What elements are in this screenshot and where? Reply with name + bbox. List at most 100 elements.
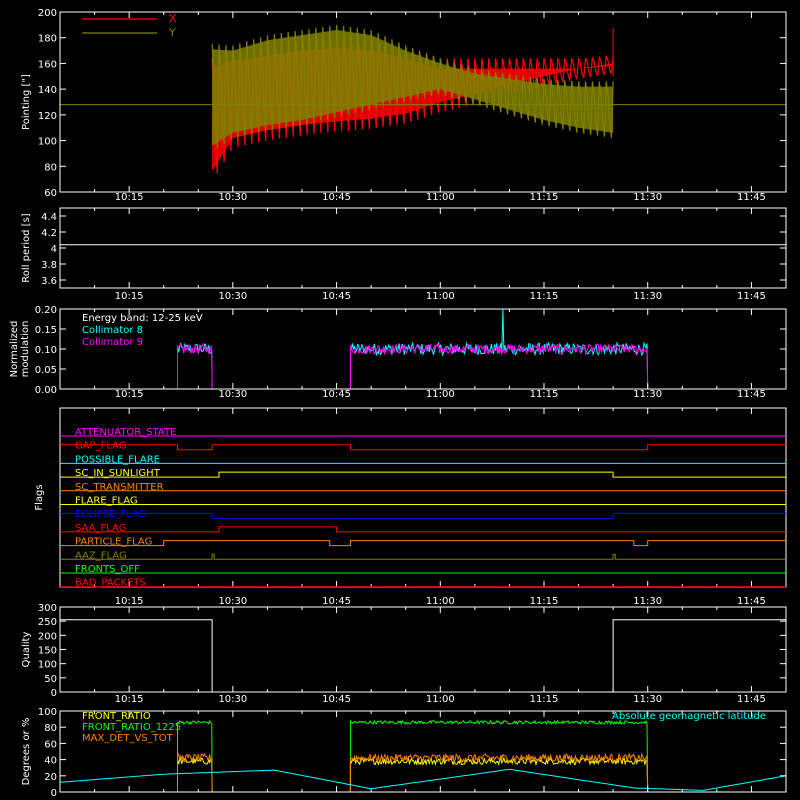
flags-xtick-label: 10:30: [218, 596, 247, 607]
flag-line-particle-flag: [60, 540, 786, 547]
roll-xtick-label: 11:00: [426, 291, 455, 302]
modulation-xtick-label: 10:30: [218, 389, 247, 400]
flags-xtick-label: 11:15: [530, 596, 559, 607]
quality-ytick-label: 150: [38, 646, 57, 657]
roll-ytick-label: 3.8: [41, 260, 57, 271]
quality-ytick-label: 0: [51, 688, 57, 699]
quality-xtick-label: 11:45: [737, 694, 766, 705]
pointing-legend-label-y: Y: [168, 26, 176, 39]
pointing-xtick-label: 11:15: [530, 192, 559, 203]
roll-ytick-label: 3.6: [41, 276, 57, 287]
flags-xtick-label: 11:45: [737, 596, 766, 607]
ratios-series-max-det-vs-tot: [177, 752, 649, 792]
flag-label-gap-flag: GAP_FLAG: [75, 441, 127, 452]
pointing-ytick-label: 160: [38, 59, 57, 70]
pointing-ytick-label: 80: [44, 162, 57, 173]
roll-xtick-label: 11:15: [530, 291, 559, 302]
pointing-ytick-label: 180: [38, 34, 57, 45]
modulation-xtick-label: 11:45: [737, 389, 766, 400]
pointing-xtick-label: 10:15: [115, 192, 144, 203]
pointing-panel: 10:15 10:30 10:45 11:00 11:15 11:30 11:45 60 80 1…: [21, 8, 787, 203]
modulation-series-8: [60, 308, 786, 390]
modulation-xtick-label: 10:45: [322, 389, 351, 400]
ratios-series-absolute-geomagnetic-latitude: [60, 768, 786, 791]
roll-xtick-label: 11:30: [633, 291, 662, 302]
ratios-frame: [59, 710, 787, 793]
ratios-legend-label: FRONT_RATIO: [82, 711, 151, 722]
modulation-ytick-label: 0.00: [35, 385, 57, 396]
roll-ytick-label: 4.4: [41, 212, 57, 223]
ratios-ytick-label: 40: [44, 756, 57, 767]
quality-ytick-label: 100: [38, 660, 57, 671]
flags-xtick-label: 11:00: [426, 596, 455, 607]
quality-xtick-label: 10:45: [322, 694, 351, 705]
quality-ytick-label: 300: [38, 603, 57, 614]
quality-xtick-label: 10:15: [115, 694, 144, 705]
flag-label-eclipse-flag: ECLIPSE_FLAG: [75, 509, 146, 520]
flags-ylabel: Flags: [34, 484, 45, 510]
flags-xtick-label: 11:30: [633, 596, 662, 607]
flag-line-gap-flag: [60, 444, 786, 451]
pointing-xtick-label: 11:45: [737, 192, 766, 203]
ratios-series-front-ratio: [177, 756, 649, 792]
modulation-xtick-label: 11:30: [633, 389, 662, 400]
roll-ytick-label: 4: [51, 244, 57, 255]
flag-label-sc-transmitter: SC_TRANSMITTER: [75, 482, 164, 493]
pointing-frame: [59, 11, 787, 193]
flag-line-eclipse-flag: [60, 512, 786, 519]
modulation-ytick-label: 0.20: [35, 305, 57, 316]
ratios-ytick-label: 60: [44, 739, 57, 750]
pointing-ytick-label: 60: [44, 188, 57, 199]
modulation-xtick-label: 11:15: [530, 389, 559, 400]
quality-ytick-label: 250: [38, 617, 57, 628]
flags-panel: 10:15 10:30 10:45 11:00 11:15 11:30 11:45 Flags…: [34, 407, 787, 607]
roll-ylabel: Roll period [s]: [21, 213, 32, 282]
modulation-legend-label: Collimator 8: [82, 325, 143, 336]
panels-group: 10:15 10:30 10:45 11:00 11:15 11:30 11:45 60 80 1…: [9, 8, 787, 799]
ratios-series-front-ratio-1225: [177, 719, 649, 792]
ratios-plot: [60, 719, 786, 792]
ratios-panel: 0 20 40 60 80 100 Degrees or % FRONT_RATIOFRONT…: [21, 707, 787, 799]
pointing-legend-label-x: X: [169, 12, 177, 25]
roll-xtick-label: 11:45: [737, 291, 766, 302]
flag-label-fronts-off: FRONTS_OFF: [75, 564, 140, 575]
modulation-ytick-label: 0.10: [35, 345, 57, 356]
pointing-ytick-label: 140: [38, 85, 57, 96]
pointing-xtick-label: 11:00: [426, 192, 455, 203]
quality-panel: 10:15 10:30 10:45 11:00 11:15 11:30 11:45 0 50 10…: [21, 603, 787, 705]
flag-label-particle-flag: PARTICLE_FLAG: [75, 537, 152, 548]
pointing-envelope-y: [212, 30, 614, 146]
flag-label-sc-in-sunlight: SC_IN_SUNLIGHT: [75, 468, 161, 479]
flag-line-sc-in-sunlight: [60, 471, 786, 478]
flags-xtick-label: 10:45: [322, 596, 351, 607]
roll-xtick-label: 10:30: [218, 291, 247, 302]
roll-xtick-label: 10:45: [322, 291, 351, 302]
ratios-legend-label: MAX_DET_VS_TOT: [82, 733, 174, 744]
flag-label-bad-packets: BAD_PACKETS: [75, 578, 146, 589]
modulation-ylabel: Normalizedmodulation: [9, 321, 31, 378]
modulation-xtick-label: 11:00: [426, 389, 455, 400]
modulation-legend-label: Collimator 9: [82, 337, 143, 348]
flags-xtick-label: 10:15: [115, 596, 144, 607]
quality-ylabel: Quality: [21, 632, 32, 668]
ratios-legend-geomagnetic: Absolute geomagnetic latitude: [612, 711, 766, 722]
pointing-xtick-label: 10:45: [322, 192, 351, 203]
flag-line-saa-flag: [60, 526, 786, 533]
modulation-xtick-label: 10:15: [115, 389, 144, 400]
roll-ytick-label: 4.2: [41, 228, 57, 239]
modulation-series-9: [60, 343, 786, 390]
flag-label-saa-flag: SAA_FLAG: [75, 523, 126, 534]
quality-line: [60, 619, 786, 693]
roll-panel: 10:15 10:30 10:45 11:00 11:15 11:30 11:45 3.6 3.…: [21, 207, 787, 302]
modulation-legend-title: Energy band: 12-25 keV: [82, 313, 203, 324]
flag-line-aaz-flag: [60, 553, 786, 560]
pointing-plot: [60, 24, 786, 174]
pointing-ylabel: Pointing ["]: [21, 74, 32, 130]
quality-xtick-label: 11:00: [426, 694, 455, 705]
quality-xtick-label: 11:30: [633, 694, 662, 705]
quality-xtick-label: 11:15: [530, 694, 559, 705]
pointing-ytick-label: 100: [38, 137, 57, 148]
ratios-ytick-label: 20: [44, 772, 57, 783]
modulation-ytick-label: 0.15: [35, 325, 57, 336]
